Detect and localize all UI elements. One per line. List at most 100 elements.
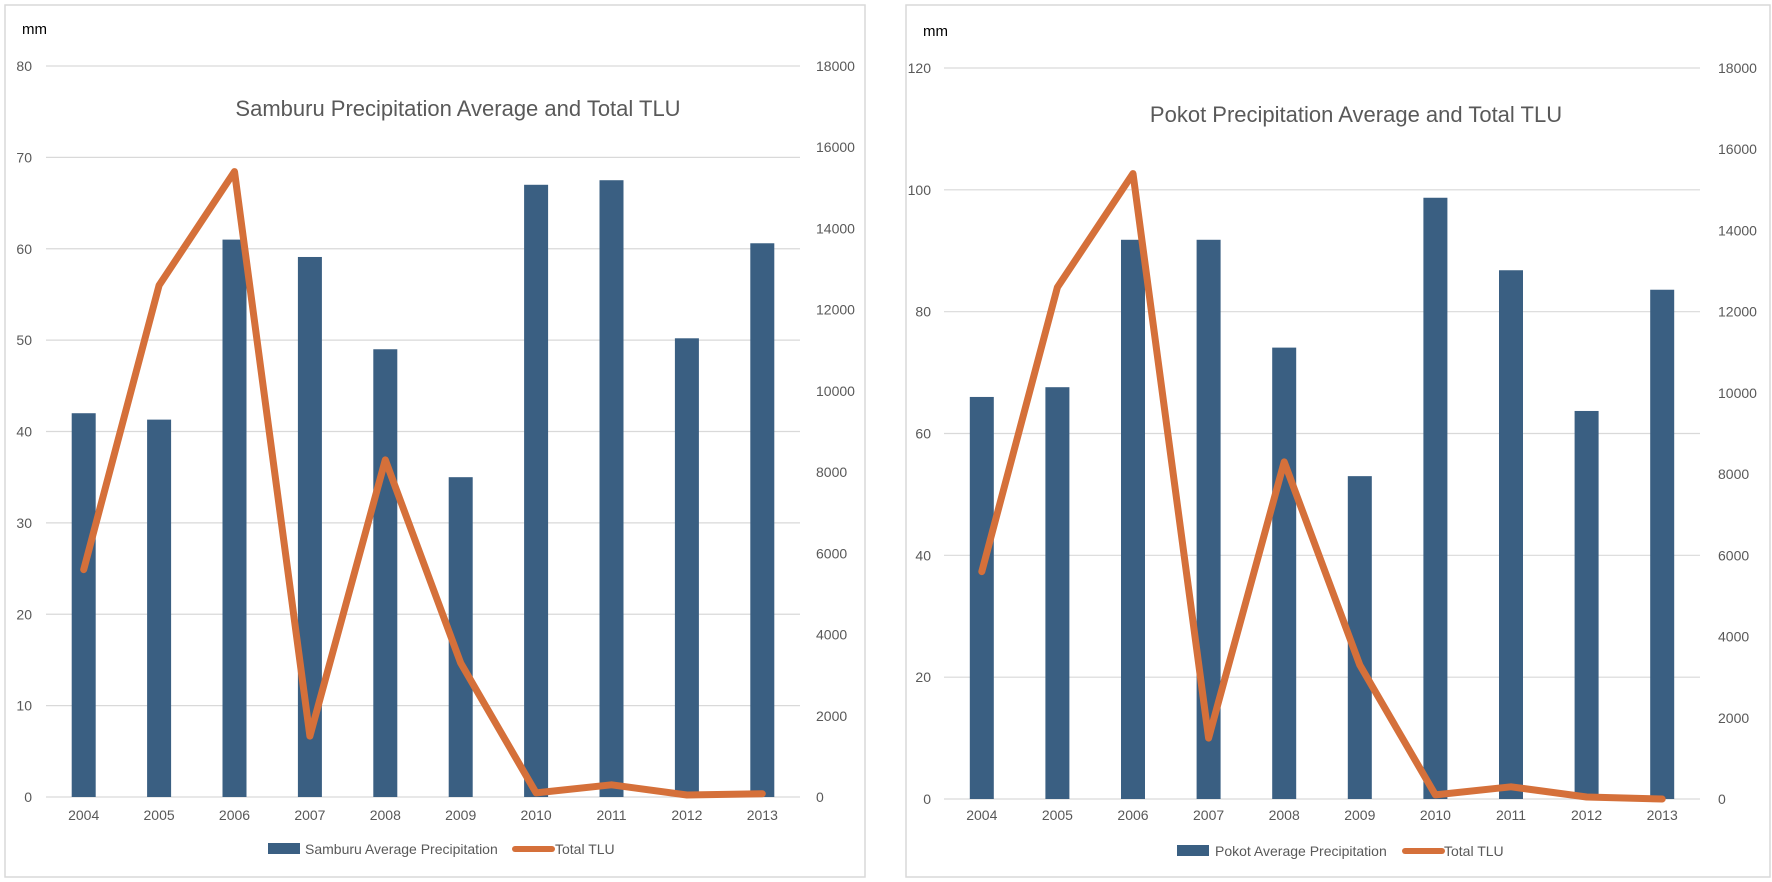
pokot-y2-tick-label: 0 — [1718, 791, 1726, 807]
samburu-y2-tick-label: 14000 — [816, 220, 855, 236]
samburu-y2-tick-label: 12000 — [816, 302, 855, 318]
pokot-legend-bar-label: Pokot Average Precipitation — [1215, 843, 1387, 859]
samburu-x-tick-label: 2011 — [596, 807, 626, 823]
samburu-tlu-point — [535, 791, 538, 794]
pokot-precipitation-bar — [1423, 197, 1448, 799]
samburu-y2-tick-label: 16000 — [816, 139, 855, 155]
pokot-precipitation-bar — [1650, 289, 1675, 799]
pokot-tlu-point — [1283, 460, 1286, 463]
pokot-x-tick-label: 2011 — [1496, 807, 1526, 823]
pokot-chart-frame — [905, 4, 1771, 878]
samburu-y2-tick-label: 6000 — [816, 545, 847, 561]
samburu-chart-frame — [4, 4, 866, 878]
samburu-y2-tick-label: 8000 — [816, 464, 847, 480]
pokot-tlu-point — [1510, 785, 1512, 788]
pokot-y2-tick-label: 10000 — [1718, 385, 1757, 401]
samburu-tlu-point — [384, 458, 387, 461]
samburu-precipitation-bar — [674, 338, 699, 797]
pokot-y-tick-label: 0 — [923, 791, 931, 807]
samburu-y-tick-label: 60 — [16, 241, 32, 257]
samburu-tlu-point — [82, 568, 85, 571]
pokot-chart-svg: 0 20 40 60 80 100 120 0 2000 4000 6000 8000 10000 120… — [905, 4, 1771, 878]
pokot-precipitation-bar — [1574, 410, 1599, 799]
samburu-x-tick-label: 2005 — [144, 807, 175, 823]
samburu-tlu-point — [158, 284, 161, 287]
samburu-precipitation-bar — [373, 349, 398, 797]
pokot-x-tick-label: 2008 — [1269, 807, 1300, 823]
samburu-y-tick-label: 0 — [24, 789, 32, 805]
pokot-precipitation-bar — [1045, 387, 1070, 799]
samburu-x-tick-label: 2010 — [521, 807, 552, 823]
pokot-tlu-point — [1434, 793, 1437, 796]
samburu-x-tick-label: 2006 — [219, 807, 250, 823]
pokot-tlu-point — [1358, 663, 1361, 666]
samburu-y2-tick-label: 2000 — [816, 708, 847, 724]
samburu-x-tick-label: 2013 — [747, 807, 778, 823]
pokot-y-tick-label: 40 — [915, 547, 931, 563]
pokot-y-tick-label: 100 — [908, 182, 932, 198]
pokot-y2-tick-label: 16000 — [1718, 141, 1757, 157]
pokot-y-tick-label: 80 — [915, 304, 931, 320]
samburu-y2-tick-label: 18000 — [816, 58, 855, 74]
samburu-tlu-point — [459, 661, 462, 664]
samburu-precipitation-bar — [222, 239, 247, 798]
samburu-y-tick-label: 70 — [16, 149, 32, 165]
samburu-tlu-point — [610, 783, 613, 786]
samburu-y-axis-label: mm — [22, 21, 47, 38]
samburu-tlu-point — [233, 170, 236, 173]
pokot-y2-tick-label: 6000 — [1718, 547, 1749, 563]
samburu-tlu-point — [685, 793, 688, 796]
samburu-y-tick-label: 40 — [16, 424, 32, 440]
samburu-y-tick-label: 20 — [16, 606, 32, 622]
pokot-precipitation-bar — [969, 396, 994, 799]
samburu-x-tick-label: 2007 — [294, 807, 325, 823]
samburu-tlu-point — [761, 792, 764, 795]
pokot-y2-tick-label: 12000 — [1718, 304, 1757, 320]
pokot-x-tick-label: 2009 — [1344, 807, 1375, 823]
pokot-tlu-point — [1056, 286, 1059, 289]
pokot-precipitation-bar — [1121, 239, 1145, 799]
samburu-tlu-line — [80, 168, 766, 799]
samburu-x-tick-label: 2012 — [671, 807, 702, 823]
pokot-precipitation-bar — [1499, 270, 1523, 799]
samburu-precipitation-bar — [750, 243, 775, 797]
pokot-y2-tick-label: 8000 — [1718, 466, 1749, 482]
pokot-tlu-line — [978, 170, 1666, 803]
samburu-y2-tick-label: 0 — [816, 789, 824, 805]
pokot-tlu-point — [1132, 172, 1134, 175]
samburu-y-tick-label: 50 — [16, 332, 32, 348]
pokot-y2-tick-label: 2000 — [1718, 710, 1749, 726]
pokot-legend-line-label: Total TLU — [1444, 843, 1504, 859]
samburu-legend-bar-label: Samburu Average Precipitation — [305, 841, 498, 857]
pokot-chart: 0 20 40 60 80 100 120 0 2000 4000 6000 8000 10000 120… — [904, 0, 1772, 882]
pokot-y-tick-label: 20 — [915, 669, 931, 685]
pokot-y2-tick-label: 14000 — [1718, 222, 1757, 238]
pokot-y-tick-label: 60 — [915, 426, 931, 442]
samburu-tlu-point — [308, 735, 311, 738]
pokot-x-tick-label: 2006 — [1117, 807, 1148, 823]
pokot-x-tick-label: 2012 — [1571, 807, 1602, 823]
samburu-y-tick-label: 30 — [16, 515, 32, 531]
samburu-x-tick-label: 2009 — [445, 807, 476, 823]
samburu-x-tick-label: 2008 — [370, 807, 401, 823]
pokot-x-tick-label: 2007 — [1193, 807, 1224, 823]
pokot-x-tick-label: 2010 — [1420, 807, 1451, 823]
samburu-chart-title: Samburu Precipitation Average and Total … — [235, 96, 680, 121]
samburu-precipitation-bar — [147, 419, 172, 797]
samburu-precipitation-bar — [599, 180, 624, 797]
pokot-y2-tick-label: 18000 — [1718, 60, 1757, 76]
pokot-x-tick-label: 2004 — [966, 807, 997, 823]
samburu-y-tick-label: 10 — [16, 698, 32, 714]
pokot-legend-bar-swatch — [1177, 845, 1209, 856]
pokot-y-tick-label: 120 — [908, 60, 932, 76]
pokot-tlu-point — [1661, 798, 1664, 800]
pokot-x-tick-label: 2005 — [1042, 807, 1073, 823]
samburu-y-tick-label: 80 — [16, 58, 32, 74]
samburu-y2-tick-label: 10000 — [816, 383, 855, 399]
pokot-tlu-point — [980, 570, 983, 573]
pokot-chart-title: Pokot Precipitation Average and Total TL… — [1150, 102, 1562, 127]
pokot-y2-tick-label: 4000 — [1718, 629, 1749, 645]
pokot-x-tick-label: 2013 — [1647, 807, 1678, 823]
samburu-precipitation-bar — [524, 184, 549, 798]
samburu-x-tick-label: 2004 — [68, 807, 99, 823]
